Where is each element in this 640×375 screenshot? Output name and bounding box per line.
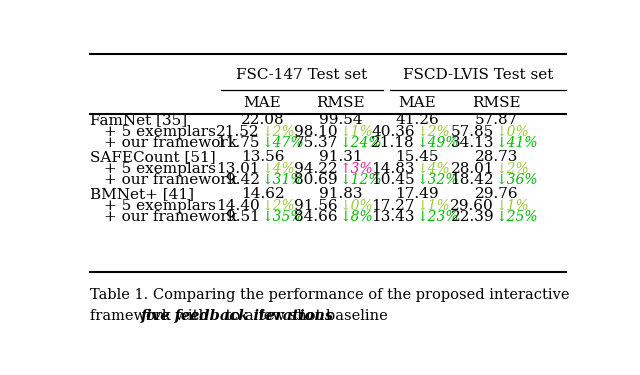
Text: + our framework: + our framework	[104, 136, 237, 150]
Text: 9.51: 9.51	[226, 210, 260, 224]
Text: ↓24%: ↓24%	[339, 136, 381, 150]
Text: 28.01: 28.01	[451, 162, 494, 176]
Text: 13.56: 13.56	[241, 150, 284, 164]
Text: 98.10: 98.10	[294, 124, 338, 139]
Text: 14.83: 14.83	[371, 162, 415, 176]
Text: 34.13: 34.13	[451, 136, 494, 150]
Text: 17.49: 17.49	[396, 187, 439, 201]
Text: ↓35%: ↓35%	[261, 210, 303, 224]
Text: ↓23%: ↓23%	[416, 210, 458, 224]
Text: + 5 exemplars: + 5 exemplars	[104, 162, 216, 176]
Text: 91.31: 91.31	[319, 150, 362, 164]
Text: 29.76: 29.76	[475, 187, 518, 201]
Text: RMSE: RMSE	[316, 96, 365, 110]
Text: ↓2%: ↓2%	[261, 124, 294, 139]
Text: 80.69: 80.69	[294, 173, 338, 187]
Text: 29.60: 29.60	[451, 198, 494, 213]
Text: 22.39: 22.39	[451, 210, 494, 224]
Text: 21.52: 21.52	[216, 124, 260, 139]
Text: RMSE: RMSE	[472, 96, 521, 110]
Text: 28.73: 28.73	[475, 150, 518, 164]
Text: SAFECount [51]: SAFECount [51]	[90, 150, 216, 164]
Text: 75.37: 75.37	[294, 136, 338, 150]
Text: ↓4%: ↓4%	[261, 162, 294, 176]
Text: ↓2%: ↓2%	[416, 124, 449, 139]
Text: FSC-147 Test set: FSC-147 Test set	[236, 68, 367, 82]
Text: ↓41%: ↓41%	[495, 136, 538, 150]
Text: 99.54: 99.54	[319, 113, 362, 127]
Text: five feedback iterations: five feedback iterations	[141, 309, 333, 323]
Text: ↓2%: ↓2%	[495, 162, 529, 176]
Text: ↓0%: ↓0%	[495, 124, 529, 139]
Text: ↓4%: ↓4%	[416, 162, 449, 176]
Text: 11.75: 11.75	[216, 136, 260, 150]
Text: BMNet+ [41]: BMNet+ [41]	[90, 187, 194, 201]
Text: MAE: MAE	[244, 96, 282, 110]
Text: ↓1%: ↓1%	[339, 124, 372, 139]
Text: 84.66: 84.66	[294, 210, 338, 224]
Text: + our framework: + our framework	[104, 210, 237, 224]
Text: ↓32%: ↓32%	[416, 173, 458, 187]
Text: ↓36%: ↓36%	[495, 173, 538, 187]
Text: MAE: MAE	[399, 96, 436, 110]
Text: + 5 exemplars: + 5 exemplars	[104, 124, 216, 139]
Text: 57.85: 57.85	[451, 124, 494, 139]
Text: 91.56: 91.56	[294, 198, 338, 213]
Text: ↓0%: ↓0%	[339, 198, 372, 213]
Text: ↓8%: ↓8%	[339, 210, 372, 224]
Text: 15.45: 15.45	[396, 150, 439, 164]
Text: framework with: framework with	[90, 309, 212, 323]
Text: 14.62: 14.62	[241, 187, 284, 201]
Text: 91.83: 91.83	[319, 187, 362, 201]
Text: 41.26: 41.26	[396, 113, 439, 127]
Text: FSCD-LVIS Test set: FSCD-LVIS Test set	[403, 68, 554, 82]
Text: ↓31%: ↓31%	[261, 173, 303, 187]
Text: ↓1%: ↓1%	[495, 198, 529, 213]
Text: ↓25%: ↓25%	[495, 210, 538, 224]
Text: + our framework: + our framework	[104, 173, 237, 187]
Text: 57.87: 57.87	[475, 113, 518, 127]
Text: 94.22: 94.22	[294, 162, 338, 176]
Text: 9.42: 9.42	[226, 173, 260, 187]
Text: ↓49%: ↓49%	[416, 136, 458, 150]
Text: 13.43: 13.43	[371, 210, 415, 224]
Text: ↓47%: ↓47%	[261, 136, 303, 150]
Text: ↓1%: ↓1%	[416, 198, 449, 213]
Text: 18.42: 18.42	[451, 173, 494, 187]
Text: ↑3%: ↑3%	[339, 162, 372, 176]
Text: FamNet [35]: FamNet [35]	[90, 113, 187, 127]
Text: 40.36: 40.36	[371, 124, 415, 139]
Text: ↓2%: ↓2%	[261, 198, 294, 213]
Text: Table 1. Comparing the performance of the proposed interactive: Table 1. Comparing the performance of th…	[90, 288, 570, 302]
Text: + 5 exemplars: + 5 exemplars	[104, 198, 216, 213]
Text: ↓12%: ↓12%	[339, 173, 381, 187]
Text: 14.40: 14.40	[216, 198, 260, 213]
Text: 17.27: 17.27	[371, 198, 415, 213]
Text: 21.18: 21.18	[371, 136, 415, 150]
Text: 10.45: 10.45	[371, 173, 415, 187]
Text: to a few shot baseline: to a few shot baseline	[221, 309, 388, 323]
Text: 22.08: 22.08	[241, 113, 284, 127]
Text: 13.01: 13.01	[216, 162, 260, 176]
